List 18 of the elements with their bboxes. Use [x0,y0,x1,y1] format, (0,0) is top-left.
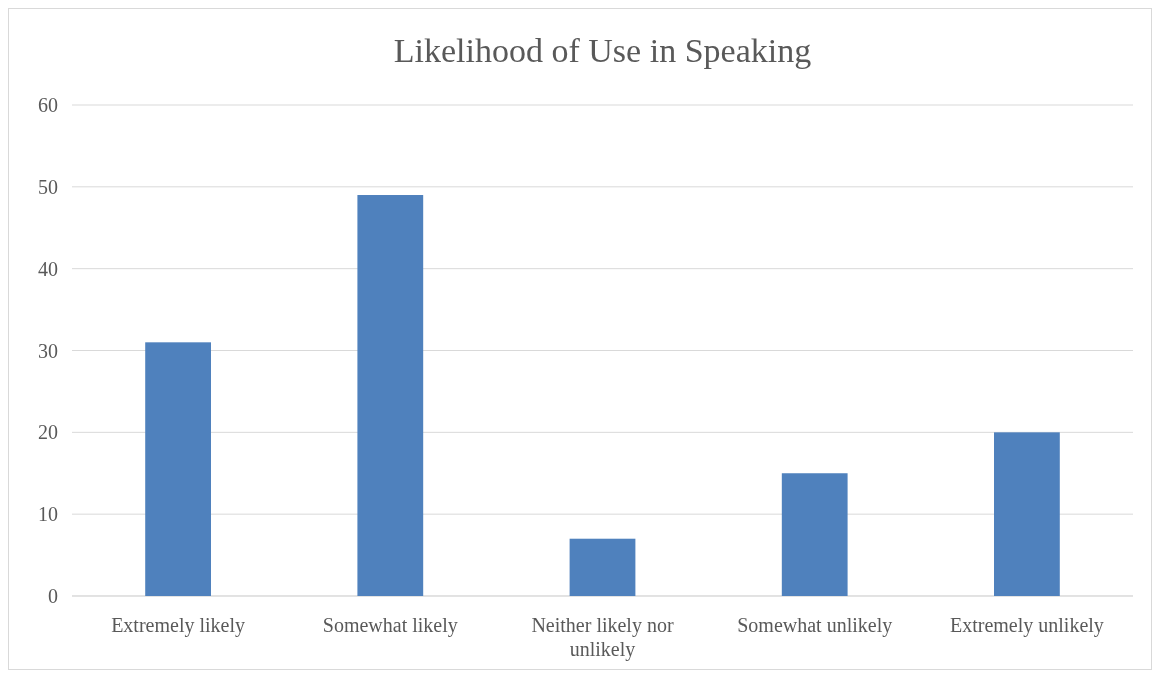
y-tick-label: 40 [38,257,58,280]
y-tick-label: 0 [48,585,58,607]
bar [145,342,211,596]
x-tick-label: Neither likely nor unlikely [531,614,674,661]
y-tick-label: 10 [38,503,58,526]
x-tick-label: Extremely likely [111,614,246,637]
y-tick-label: 30 [38,339,58,362]
x-tick-label: Somewhat unlikely [737,614,893,637]
y-tick-label: 50 [38,175,58,198]
chart-title: Likelihood of Use in Speaking [393,32,812,69]
x-tick-label: Somewhat likely [322,614,458,637]
x-tick-label: Extremely unlikely [949,614,1104,637]
y-tick-label: 20 [38,421,58,444]
bar [569,538,636,596]
y-tick-label: 60 [38,94,58,116]
bar [994,432,1060,596]
bar [781,473,848,596]
bar [357,195,424,596]
